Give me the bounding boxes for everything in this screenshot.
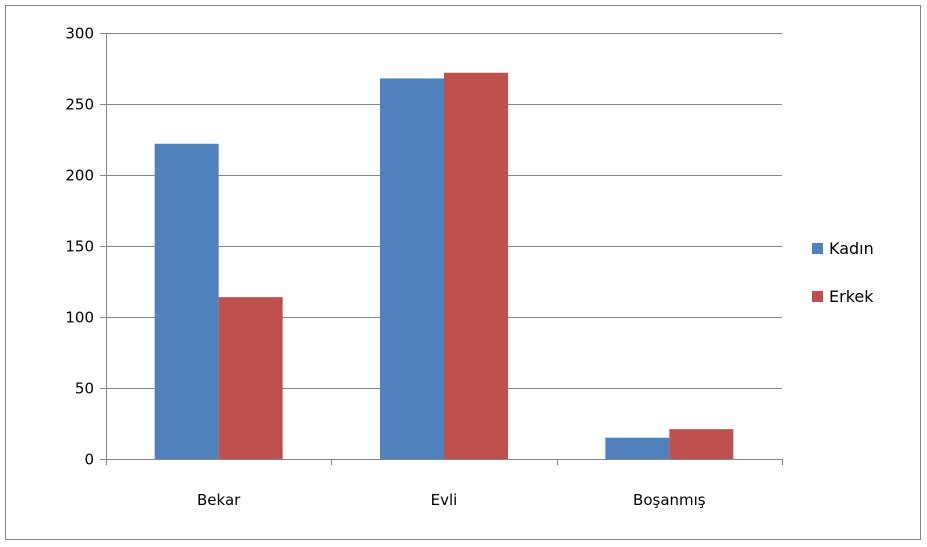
y-tick-label: 50 [75,380,94,398]
bar-evli-kadın [380,78,444,459]
bar-evli-erkek [444,72,508,459]
x-tick-label: Bekar [197,491,241,509]
y-tick-label: 300 [65,25,94,43]
legend: Kadın Erkek [812,239,874,306]
legend-label: Kadın [829,239,874,258]
bar-boşanmış-erkek [669,429,734,459]
axes [100,33,783,465]
x-tick-label: Boşanmış [633,491,706,509]
tick-labels: 0 50 100 150 200 250 300 Bekar Evli Boşanmış [65,25,705,510]
y-tick-label: 0 [84,451,94,469]
legend-label: Erkek [829,287,874,306]
y-tick-label: 100 [65,309,94,327]
legend-swatch-kadın [812,243,823,254]
x-tick-label: Evli [431,491,458,509]
bars [154,72,734,459]
bar-boşanmış-kadın [605,437,670,459]
y-tick-label: 200 [65,167,94,185]
y-tick-label: 250 [65,96,94,114]
bar-bekar-erkek [218,297,283,459]
bar-bekar-kadın [154,143,219,459]
legend-swatch-erkek [812,291,823,302]
y-tick-label: 150 [65,238,94,256]
